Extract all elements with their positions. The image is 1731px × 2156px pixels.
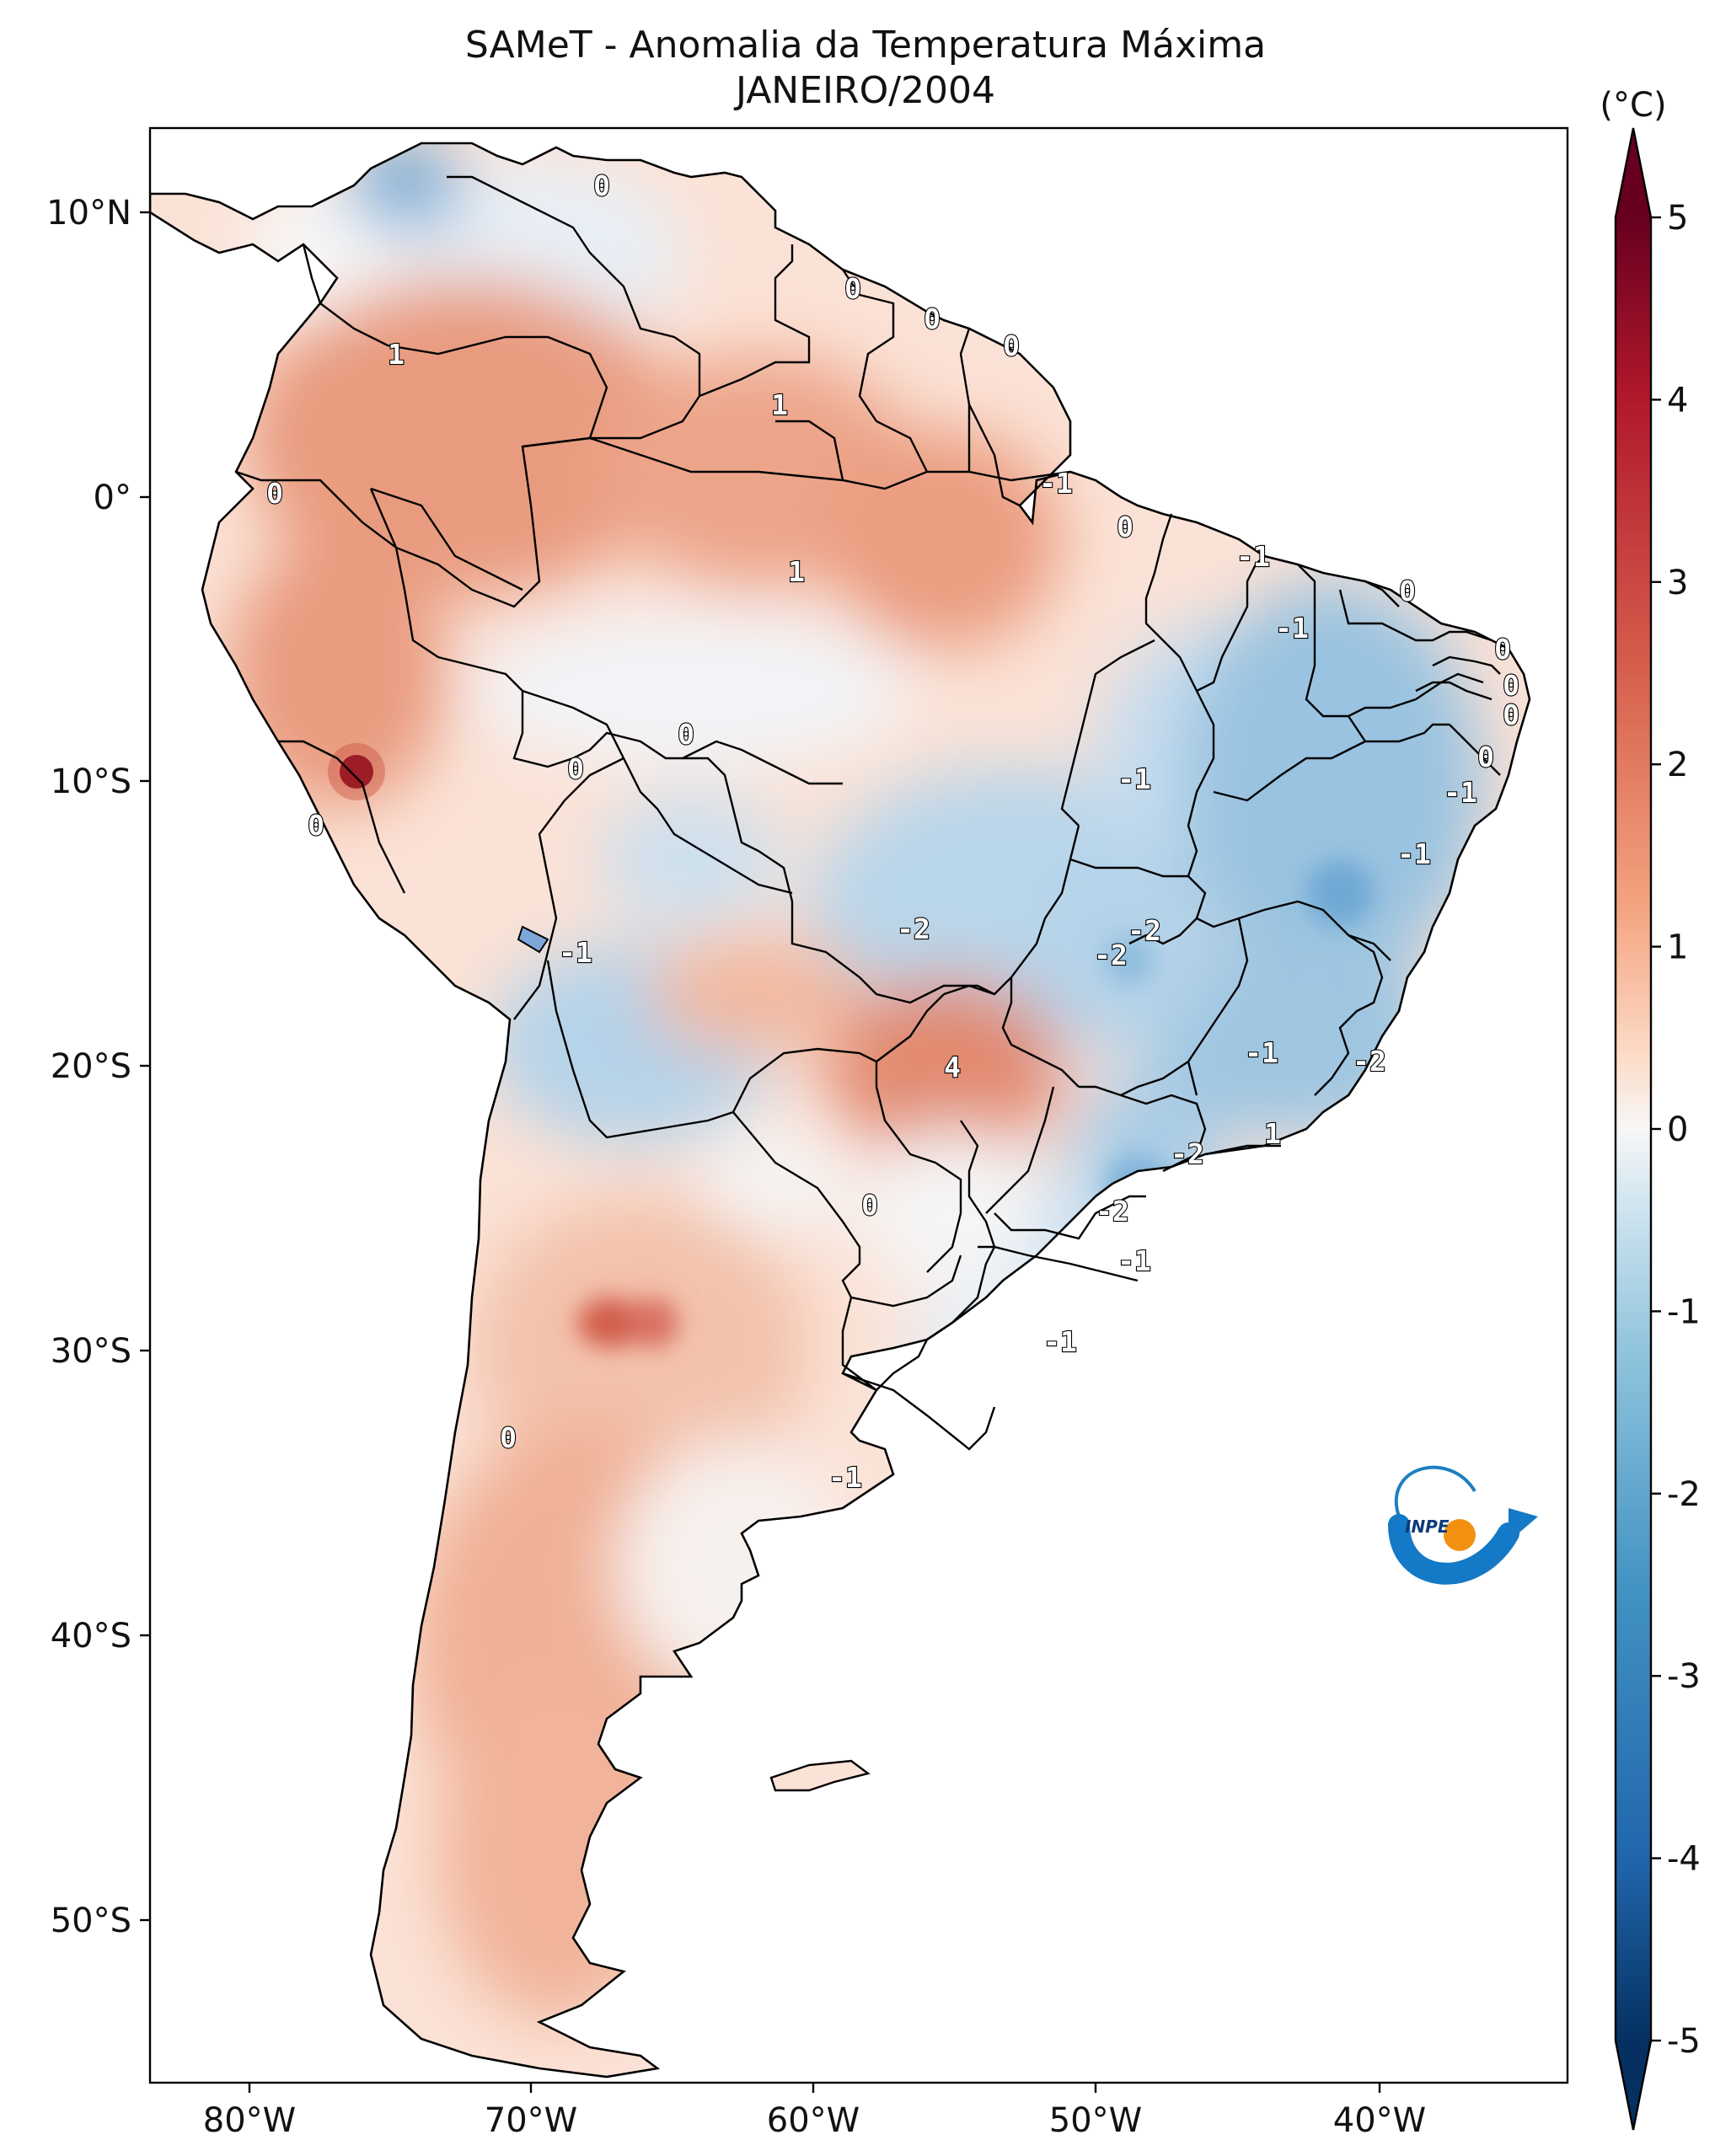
contour-label: 1: [788, 555, 805, 588]
contour-label: -2: [1096, 1195, 1129, 1228]
lon-label-40w: 40°W: [1333, 2101, 1426, 2140]
lon-label-80w: 80°W: [203, 2101, 296, 2140]
inpe-logo: INPE: [1388, 1465, 1538, 1585]
contour-label: -1: [1117, 762, 1151, 795]
lat-label-10s: 10°S: [51, 762, 131, 801]
lon-label-50w: 50°W: [1049, 2101, 1142, 2140]
contour-label: -2: [1353, 1045, 1386, 1078]
contour-label: -1: [1117, 1244, 1151, 1277]
colorbar-tick-label: 5: [1667, 199, 1688, 238]
lat-label-30s: 30°S: [51, 1332, 131, 1371]
map-subtitle: JANEIRO/2004: [736, 69, 995, 112]
inpe-logo-text: INPE: [1405, 1517, 1450, 1537]
contour-label: 1: [388, 338, 405, 371]
contour-label: 0: [500, 1421, 517, 1454]
lon-label-60w: 60°W: [767, 2101, 860, 2140]
contour-label: 0: [1117, 511, 1133, 543]
contour-label: 0: [266, 477, 283, 510]
inpe-sun-dot: [1444, 1519, 1476, 1551]
colorbar-tick-label: 3: [1667, 564, 1688, 602]
colorbar-unit: (°C): [1600, 86, 1666, 125]
inpe-arrow: [1509, 1508, 1538, 1542]
contour-label: 0: [678, 718, 694, 751]
contour-label: -1: [1397, 837, 1431, 870]
contour-label: -2: [1094, 939, 1128, 971]
colorbar-tick-label: -4: [1667, 1840, 1701, 1879]
contour-label: 0: [1503, 669, 1519, 702]
colorbar-tick-label: -5: [1667, 2022, 1701, 2061]
falkland-islands: [769, 1759, 871, 1792]
inpe-swoosh: [1388, 1514, 1519, 1585]
contour-label: -1: [1245, 1036, 1278, 1069]
contour-label: -2: [1128, 914, 1161, 947]
contour-label: -1: [1236, 540, 1270, 573]
contour-label: 0: [1399, 575, 1416, 607]
colorbar-tick-label: 2: [1667, 746, 1688, 784]
colorbar: (°C) 5 4 3 2 1 0 -1 -2 -3 -4 -5: [1600, 86, 1701, 2131]
contour-label: 0: [844, 272, 861, 305]
contour-label: 0: [1477, 741, 1494, 773]
colorbar-tick-label: 4: [1667, 381, 1688, 420]
lake-titicaca: [517, 925, 549, 954]
contour-label: 1: [1264, 1117, 1281, 1150]
contour-label: 0: [593, 169, 610, 202]
hotspot-peak: [340, 755, 373, 789]
contour-label: -2: [1171, 1137, 1204, 1170]
contour-label: 0: [567, 752, 584, 785]
contour-label: -1: [1444, 776, 1477, 809]
contour-label: -1: [1275, 612, 1309, 645]
contour-label: -1: [828, 1461, 862, 1494]
colorbar-tick-label: -2: [1667, 1475, 1701, 1514]
lat-label-0: 0°: [94, 479, 131, 517]
colorbar-tick-label: 0: [1667, 1110, 1688, 1149]
lat-label-50s: 50°S: [51, 1902, 131, 1940]
colorbar-tick-label: -1: [1667, 1292, 1701, 1331]
colorbar-gradient: [1616, 217, 1651, 2041]
map-frame: [148, 126, 1569, 2084]
lat-label-20s: 20°S: [51, 1047, 131, 1086]
contour-label: 0: [1494, 633, 1511, 666]
contour-label: 0: [924, 302, 941, 335]
contour-label: -2: [897, 912, 930, 945]
political-borders: [235, 175, 1501, 1451]
lon-label-70w: 70°W: [485, 2101, 577, 2140]
contour-label: -1: [1043, 1325, 1077, 1358]
contour-label: 4: [944, 1051, 961, 1083]
contour-label: 0: [308, 809, 324, 842]
contour-label: 1: [771, 388, 788, 421]
lat-label-10n: 10°N: [46, 194, 131, 233]
latitude-axis: 10°N 0° 10°S 20°S 30°S 40°S 50°S: [46, 194, 150, 1940]
lat-label-40s: 40°S: [51, 1617, 131, 1656]
colorbar-tick-label: 1: [1667, 928, 1688, 967]
longitude-axis: 80°W 70°W 60°W 50°W 40°W: [203, 2083, 1426, 2140]
contour-label: -1: [559, 936, 592, 969]
colorbar-tick-label: -3: [1667, 1657, 1701, 1696]
colorbar-max-extend: [1616, 128, 1651, 217]
colorbar-min-extend: [1616, 2041, 1651, 2130]
map-title: SAMeT - Anomalia da Temperatura Máxima: [464, 24, 1267, 67]
contour-label: 0: [861, 1189, 878, 1222]
contour-label: 0: [1003, 329, 1020, 362]
contour-label: 0: [1503, 698, 1519, 731]
contour-label: -1: [1039, 467, 1073, 500]
